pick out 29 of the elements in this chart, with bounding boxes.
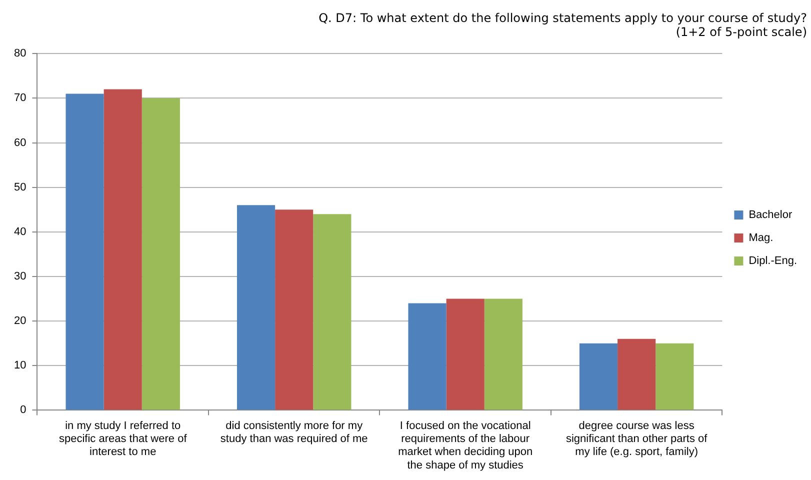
y-tick-label: 30 bbox=[14, 270, 26, 283]
bar bbox=[579, 343, 618, 410]
bar bbox=[104, 89, 142, 410]
y-tick-label: 50 bbox=[14, 181, 26, 194]
y-tick-label: 80 bbox=[14, 48, 26, 60]
x-tick-label: in my study I referred to specific areas that were of interest to me bbox=[58, 420, 188, 458]
bar bbox=[656, 343, 694, 410]
bar bbox=[66, 94, 104, 410]
bar bbox=[313, 214, 352, 410]
x-tick-label: I focused on the vocational requirements of the labour market when deciding upon the shape of my studies bbox=[398, 420, 533, 472]
bar bbox=[236, 205, 276, 410]
bar bbox=[446, 298, 484, 410]
y-tick-label: 60 bbox=[14, 136, 26, 149]
bar bbox=[275, 210, 314, 410]
chart-subtitle: Q. D7: To what extent do the following statements apply to your course of study? (1+2 of 5-point scale) bbox=[318, 11, 807, 39]
y-tick-label: 10 bbox=[14, 360, 26, 372]
bar bbox=[142, 98, 180, 410]
legend-label: Dipl.-Eng. bbox=[748, 255, 797, 268]
bar bbox=[618, 338, 656, 410]
bar bbox=[408, 303, 446, 410]
y-tick-label: 40 bbox=[14, 226, 26, 238]
y-tick-label: 20 bbox=[14, 315, 26, 328]
bar bbox=[484, 298, 522, 410]
y-tick-label: 70 bbox=[14, 92, 26, 104]
y-tick-label: 0 bbox=[20, 404, 26, 416]
legend-label: Mag. bbox=[748, 232, 774, 244]
legend-label: Bachelor bbox=[748, 209, 792, 222]
x-tick-label: degree course was less significant than other parts of my life (e.g. sport, family) bbox=[566, 420, 708, 458]
x-tick-label: did consistently more for my study than was required of me bbox=[220, 420, 368, 446]
